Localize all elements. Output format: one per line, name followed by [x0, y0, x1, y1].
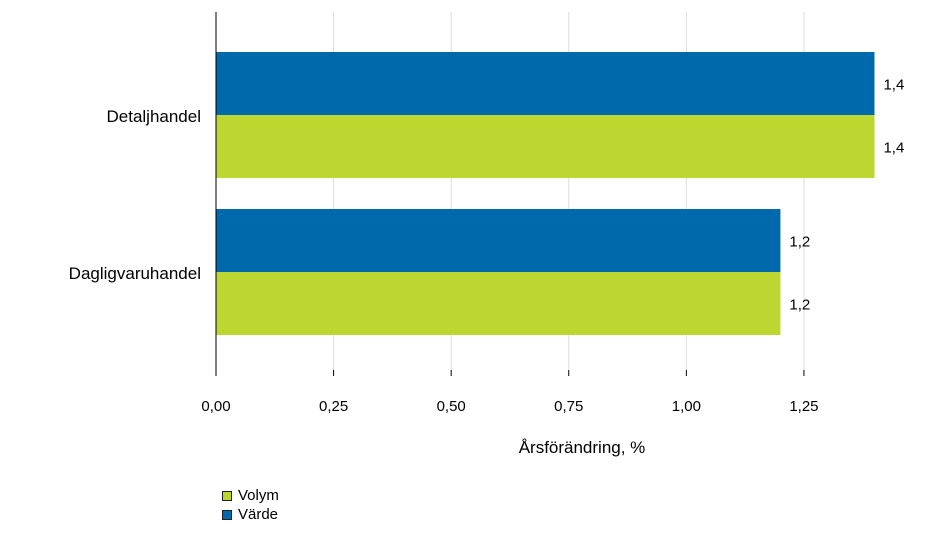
legend-swatch-volym — [222, 490, 232, 501]
data-label: 1,2 — [789, 297, 810, 314]
legend-item-varde: Värde — [222, 505, 279, 524]
x-tick-label: 0,25 — [319, 398, 348, 415]
bar-värde-1 — [216, 209, 781, 272]
legend-label-volym: Volym — [238, 487, 279, 504]
category-label: Dagligvaruhandel — [69, 264, 201, 283]
bars: 1,4 1,4 1,2 1,2 — [216, 52, 904, 335]
data-label: 1,2 — [789, 234, 810, 251]
bar-volym-0 — [216, 115, 875, 178]
x-tick-label: 1,25 — [789, 398, 818, 415]
bar-chart: 1,4 1,4 1,2 1,2 0,00 0,25 0,50 0,75 1,00 1,25 De… — [69, 12, 904, 457]
x-tick-label: 0,00 — [201, 398, 230, 415]
x-tick-label: 0,50 — [437, 398, 466, 415]
legend: Volym Värde — [222, 486, 279, 524]
x-axis-title: Årsförändring, % — [519, 438, 646, 457]
bar-volym-1 — [216, 272, 781, 335]
x-tick-label: 1,00 — [672, 398, 701, 415]
legend-label-varde: Värde — [238, 506, 279, 523]
category-labels: Detaljhandel Dagligvaruhandel — [69, 107, 201, 283]
bar-värde-0 — [216, 52, 875, 115]
data-label: 1,4 — [883, 77, 904, 94]
legend-swatch-varde — [222, 509, 232, 520]
legend-item-volym: Volym — [222, 486, 279, 505]
x-tick-label: 0,75 — [554, 398, 583, 415]
data-label: 1,4 — [883, 140, 904, 157]
category-label: Detaljhandel — [106, 107, 201, 126]
x-axis-ticks: 0,00 0,25 0,50 0,75 1,00 1,25 — [201, 370, 819, 415]
